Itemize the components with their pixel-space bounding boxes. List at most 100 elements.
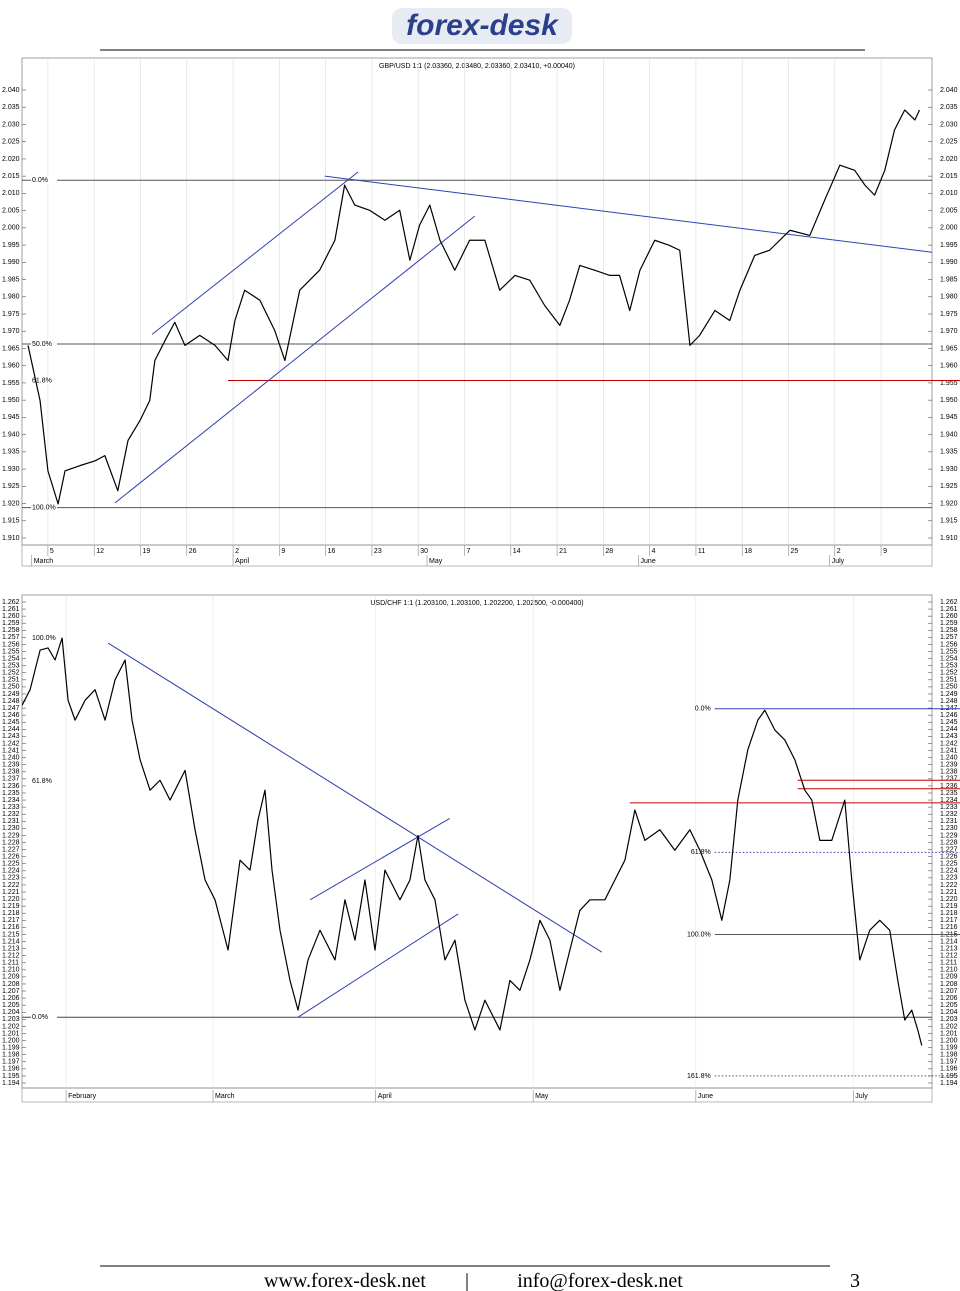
- y-tick-label: 1.257: [2, 634, 20, 641]
- y-tick-label-right: 1.206: [940, 995, 958, 1002]
- x-tick-label: 2: [235, 548, 239, 555]
- y-tick-label: 1.241: [2, 747, 20, 754]
- y-tick-label: 1.207: [2, 988, 20, 995]
- y-tick-label: 1.228: [2, 839, 20, 846]
- x-tick-label: 9: [883, 548, 887, 555]
- y-tick-label-right: 2.030: [940, 121, 958, 128]
- y-tick-label-right: 1.200: [940, 1037, 958, 1044]
- x-tick-label: 18: [744, 548, 752, 555]
- fib-level-label: 0.0%: [695, 706, 711, 713]
- x-tick-label: 12: [96, 548, 104, 555]
- y-tick-label: 2.000: [2, 225, 20, 232]
- y-tick-label: 1.198: [2, 1052, 20, 1059]
- y-tick-label-right: 1.203: [940, 1016, 958, 1023]
- y-tick-label: 1.216: [2, 924, 20, 931]
- y-tick-label: 1.965: [2, 345, 20, 352]
- month-label: April: [235, 558, 249, 565]
- y-tick-label: 1.206: [2, 995, 20, 1002]
- logo: forex-desk: [406, 9, 559, 42]
- fib-level-label: 61.8%: [32, 778, 52, 785]
- y-tick-label-right: 1.261: [940, 606, 958, 613]
- y-tick-label: 1.235: [2, 790, 20, 797]
- y-tick-label: 2.015: [2, 173, 20, 180]
- y-tick-label-right: 1.223: [940, 875, 958, 882]
- y-tick-label-right: 1.259: [940, 620, 958, 627]
- y-tick-label-right: 1.196: [940, 1066, 958, 1073]
- fib-level-label: 161.8%: [687, 1073, 711, 1080]
- y-tick-label: 1.255: [2, 648, 20, 655]
- y-tick-label: 1.238: [2, 769, 20, 776]
- fib-level-label: 100.0%: [32, 635, 56, 642]
- y-tick-label-right: 1.225: [940, 861, 958, 868]
- y-tick-label-right: 1.262: [940, 599, 958, 606]
- y-tick-label-right: 1.202: [940, 1023, 958, 1030]
- y-tick-label: 1.239: [2, 762, 20, 769]
- y-tick-label: 1.200: [2, 1037, 20, 1044]
- y-tick-label: 1.212: [2, 953, 20, 960]
- month-label: March: [215, 1093, 235, 1100]
- y-tick-label-right: 1.250: [940, 684, 958, 691]
- y-tick-label: 1.214: [2, 938, 20, 945]
- y-tick-label: 1.920: [2, 500, 20, 507]
- y-tick-label-right: 1.229: [940, 832, 958, 839]
- y-tick-label: 1.222: [2, 882, 20, 889]
- fib-level-label: 100.0%: [32, 505, 56, 512]
- y-tick-label-right: 2.005: [940, 207, 958, 214]
- y-tick-label: 1.197: [2, 1059, 20, 1066]
- y-tick-label: 1.244: [2, 726, 20, 733]
- y-tick-label: 1.199: [2, 1044, 20, 1051]
- y-tick-label: 1.256: [2, 641, 20, 648]
- fib-label-bg: [686, 848, 713, 857]
- y-tick-label-right: 1.218: [940, 910, 958, 917]
- y-tick-label: 2.005: [2, 207, 20, 214]
- y-tick-label: 1.224: [2, 868, 20, 875]
- y-tick-label-right: 1.975: [940, 311, 958, 318]
- x-tick-label: 2: [837, 548, 841, 555]
- fib-label-bg: [31, 176, 57, 185]
- logo-badge: [392, 8, 572, 44]
- y-tick-label-right: 1.234: [940, 797, 958, 804]
- y-tick-label-right: 1.980: [940, 294, 958, 301]
- fib-label-bg: [31, 503, 57, 512]
- y-tick-label-right: 1.253: [940, 663, 958, 670]
- y-tick-label-right: 1.940: [940, 431, 958, 438]
- footer-email: info@forex-desk.net: [517, 1270, 683, 1291]
- month-label: April: [378, 1093, 392, 1100]
- y-tick-label-right: 1.955: [940, 380, 958, 387]
- month-label: July: [832, 558, 845, 565]
- fib-level-label: 50.0%: [32, 341, 52, 348]
- y-tick-label: 1.226: [2, 853, 20, 860]
- x-tick-label: 23: [374, 548, 382, 555]
- trend-line: [107, 642, 603, 953]
- y-tick-label: 1.254: [2, 655, 20, 662]
- y-tick-label-right: 1.238: [940, 769, 958, 776]
- y-tick-label-right: 1.214: [940, 938, 958, 945]
- y-tick-label: 1.229: [2, 832, 20, 839]
- trend-line: [324, 175, 932, 253]
- y-tick-label: 1.950: [2, 397, 20, 404]
- y-tick-label-right: 2.000: [940, 225, 958, 232]
- y-tick-label-right: 1.228: [940, 839, 958, 846]
- y-tick-label-right: 1.201: [940, 1030, 958, 1037]
- y-tick-label: 1.246: [2, 712, 20, 719]
- y-tick-label-right: 1.219: [940, 903, 958, 910]
- fib-label-bg: [31, 1013, 57, 1022]
- y-tick-label: 1.233: [2, 804, 20, 811]
- fib-label-bg: [31, 376, 57, 385]
- y-tick-label: 1.242: [2, 740, 20, 747]
- y-tick-label: 1.915: [2, 518, 20, 525]
- y-tick-label: 1.202: [2, 1023, 20, 1030]
- y-tick-label: 1.960: [2, 363, 20, 370]
- y-tick-label: 1.980: [2, 294, 20, 301]
- y-tick-label: 1.250: [2, 684, 20, 691]
- x-tick-label: 16: [328, 548, 336, 555]
- y-tick-label-right: 2.020: [940, 156, 958, 163]
- y-tick-label-right: 1.965: [940, 345, 958, 352]
- y-tick-label-right: 2.035: [940, 104, 958, 111]
- x-tick-label: 4: [652, 548, 656, 555]
- y-tick-label: 1.945: [2, 414, 20, 421]
- y-tick-label-right: 1.210: [940, 967, 958, 974]
- x-tick-label: 19: [142, 548, 150, 555]
- trend-line: [151, 171, 359, 335]
- chart-title: USD/CHF 1:1 (1.203100, 1.203100, 1.20220…: [370, 600, 583, 607]
